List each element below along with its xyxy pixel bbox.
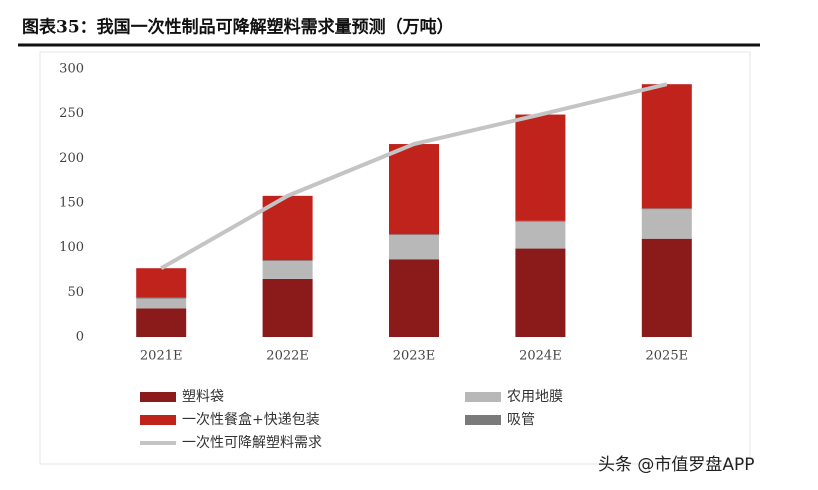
legend-swatch bbox=[140, 392, 176, 402]
legend-swatch bbox=[465, 392, 501, 402]
bar-segment bbox=[136, 297, 187, 299]
bar-segment bbox=[262, 260, 313, 262]
bar-segment bbox=[641, 84, 692, 209]
legend-swatch bbox=[465, 415, 501, 425]
y-tick-label: 300 bbox=[59, 62, 84, 77]
bar-segment bbox=[641, 208, 692, 210]
y-tick-label: 0 bbox=[76, 330, 84, 345]
y-tick-label: 200 bbox=[59, 151, 84, 166]
bar-segment bbox=[389, 144, 439, 235]
watermark: 头条 @市值罗盘APP bbox=[598, 455, 755, 475]
legend-label: 一次性可降解塑料需求 bbox=[182, 435, 322, 451]
y-tick-label: 150 bbox=[59, 196, 84, 211]
bar-segment bbox=[136, 298, 187, 309]
chart-frame bbox=[39, 51, 751, 465]
bar-segment bbox=[515, 220, 566, 222]
x-tick-label: 2021E bbox=[140, 349, 183, 364]
legend-label: 吸管 bbox=[507, 412, 535, 428]
bar-segment bbox=[515, 248, 566, 337]
bar-segment bbox=[389, 259, 439, 337]
x-tick-label: 2025E bbox=[646, 349, 689, 364]
bar-segment bbox=[515, 221, 566, 249]
y-tick-label: 100 bbox=[59, 240, 84, 255]
bar-segment bbox=[262, 278, 313, 337]
y-tick-label: 50 bbox=[67, 285, 84, 300]
bar-segment bbox=[136, 308, 187, 337]
bar-segment bbox=[515, 114, 566, 221]
bar-segment bbox=[389, 235, 439, 260]
bar-segment bbox=[136, 268, 187, 298]
chart-title: 图表35：我国一次性制品可降解塑料需求量预测（万吨） bbox=[22, 17, 454, 38]
bar-segment bbox=[389, 234, 439, 236]
x-tick-label: 2023E bbox=[393, 349, 436, 364]
x-tick-label: 2024E bbox=[519, 349, 562, 364]
bar-segment bbox=[262, 261, 313, 279]
bar-segment bbox=[641, 209, 692, 239]
legend-label: 一次性餐盒+快递包装 bbox=[182, 411, 320, 428]
legend-label: 农用地膜 bbox=[507, 389, 563, 405]
bar-segment bbox=[641, 238, 692, 337]
line bbox=[160, 82, 668, 270]
x-tick-label: 2022E bbox=[266, 349, 309, 364]
legend-swatch bbox=[140, 415, 176, 425]
y-tick-label: 250 bbox=[59, 106, 84, 121]
legend-label: 塑料袋 bbox=[182, 389, 224, 405]
